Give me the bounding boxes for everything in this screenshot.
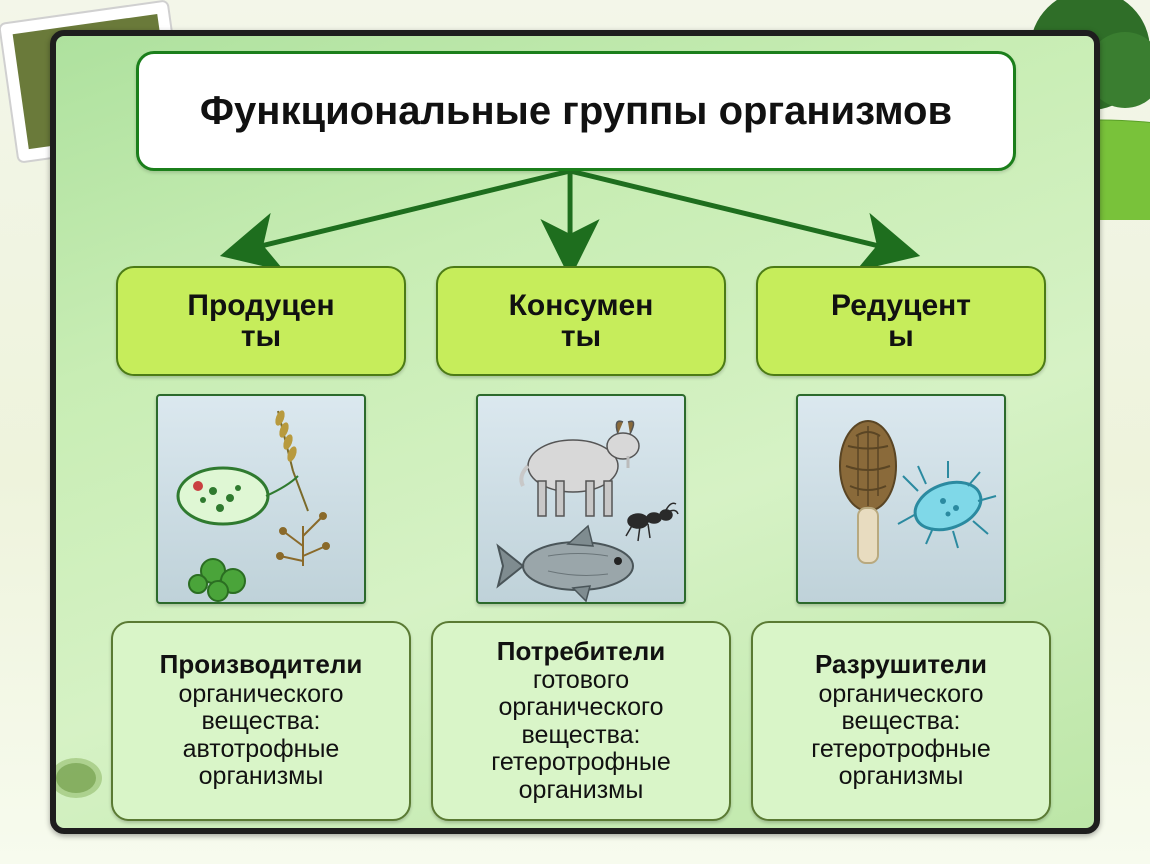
category-decomposers: Редуценты <box>756 266 1046 376</box>
alga-branch-icon <box>277 513 329 566</box>
goat-icon <box>521 421 639 516</box>
description-producers: Производители органическоговещества:авто… <box>111 621 411 821</box>
description-consumers: Потребители готовогоорганическоговеществ… <box>431 621 731 821</box>
fish-icon <box>498 526 633 601</box>
wheat-icon <box>274 409 308 511</box>
morel-mushroom-icon <box>840 421 896 563</box>
category-label: Продуценты <box>187 290 334 353</box>
description-bold: Производители <box>160 651 363 678</box>
euglena-icon <box>178 468 298 524</box>
title-box: Функциональные группы организмов <box>136 51 1016 171</box>
image-producers <box>156 394 366 604</box>
slide-frame: Функциональные группы организмов Продуце… <box>50 30 1100 834</box>
decor-ladybug-icon <box>50 738 116 808</box>
category-consumers: Консументы <box>436 266 726 376</box>
description-bold: Разрушители <box>815 651 987 678</box>
title-text: Функциональные группы организмов <box>200 89 952 133</box>
description-bold: Потребители <box>497 638 665 665</box>
branching-arrows <box>56 171 1094 271</box>
category-producers: Продуценты <box>116 266 406 376</box>
image-decomposers <box>796 394 1006 604</box>
description-rest: органическоговещества:гетеротрофные орга… <box>765 681 1037 791</box>
description-decomposers: Разрушители органическоговещества:гетеро… <box>751 621 1051 821</box>
description-rest: готовогоорганическоговещества:гетеротроф… <box>445 667 717 805</box>
category-label: Редуценты <box>831 290 971 353</box>
green-cells-icon <box>189 559 245 601</box>
image-consumers <box>476 394 686 604</box>
bacterium-icon <box>898 461 996 548</box>
category-label: Консументы <box>509 290 654 353</box>
description-rest: органическоговещества:автотрофныеорганиз… <box>178 681 343 791</box>
ant-icon <box>626 503 678 541</box>
